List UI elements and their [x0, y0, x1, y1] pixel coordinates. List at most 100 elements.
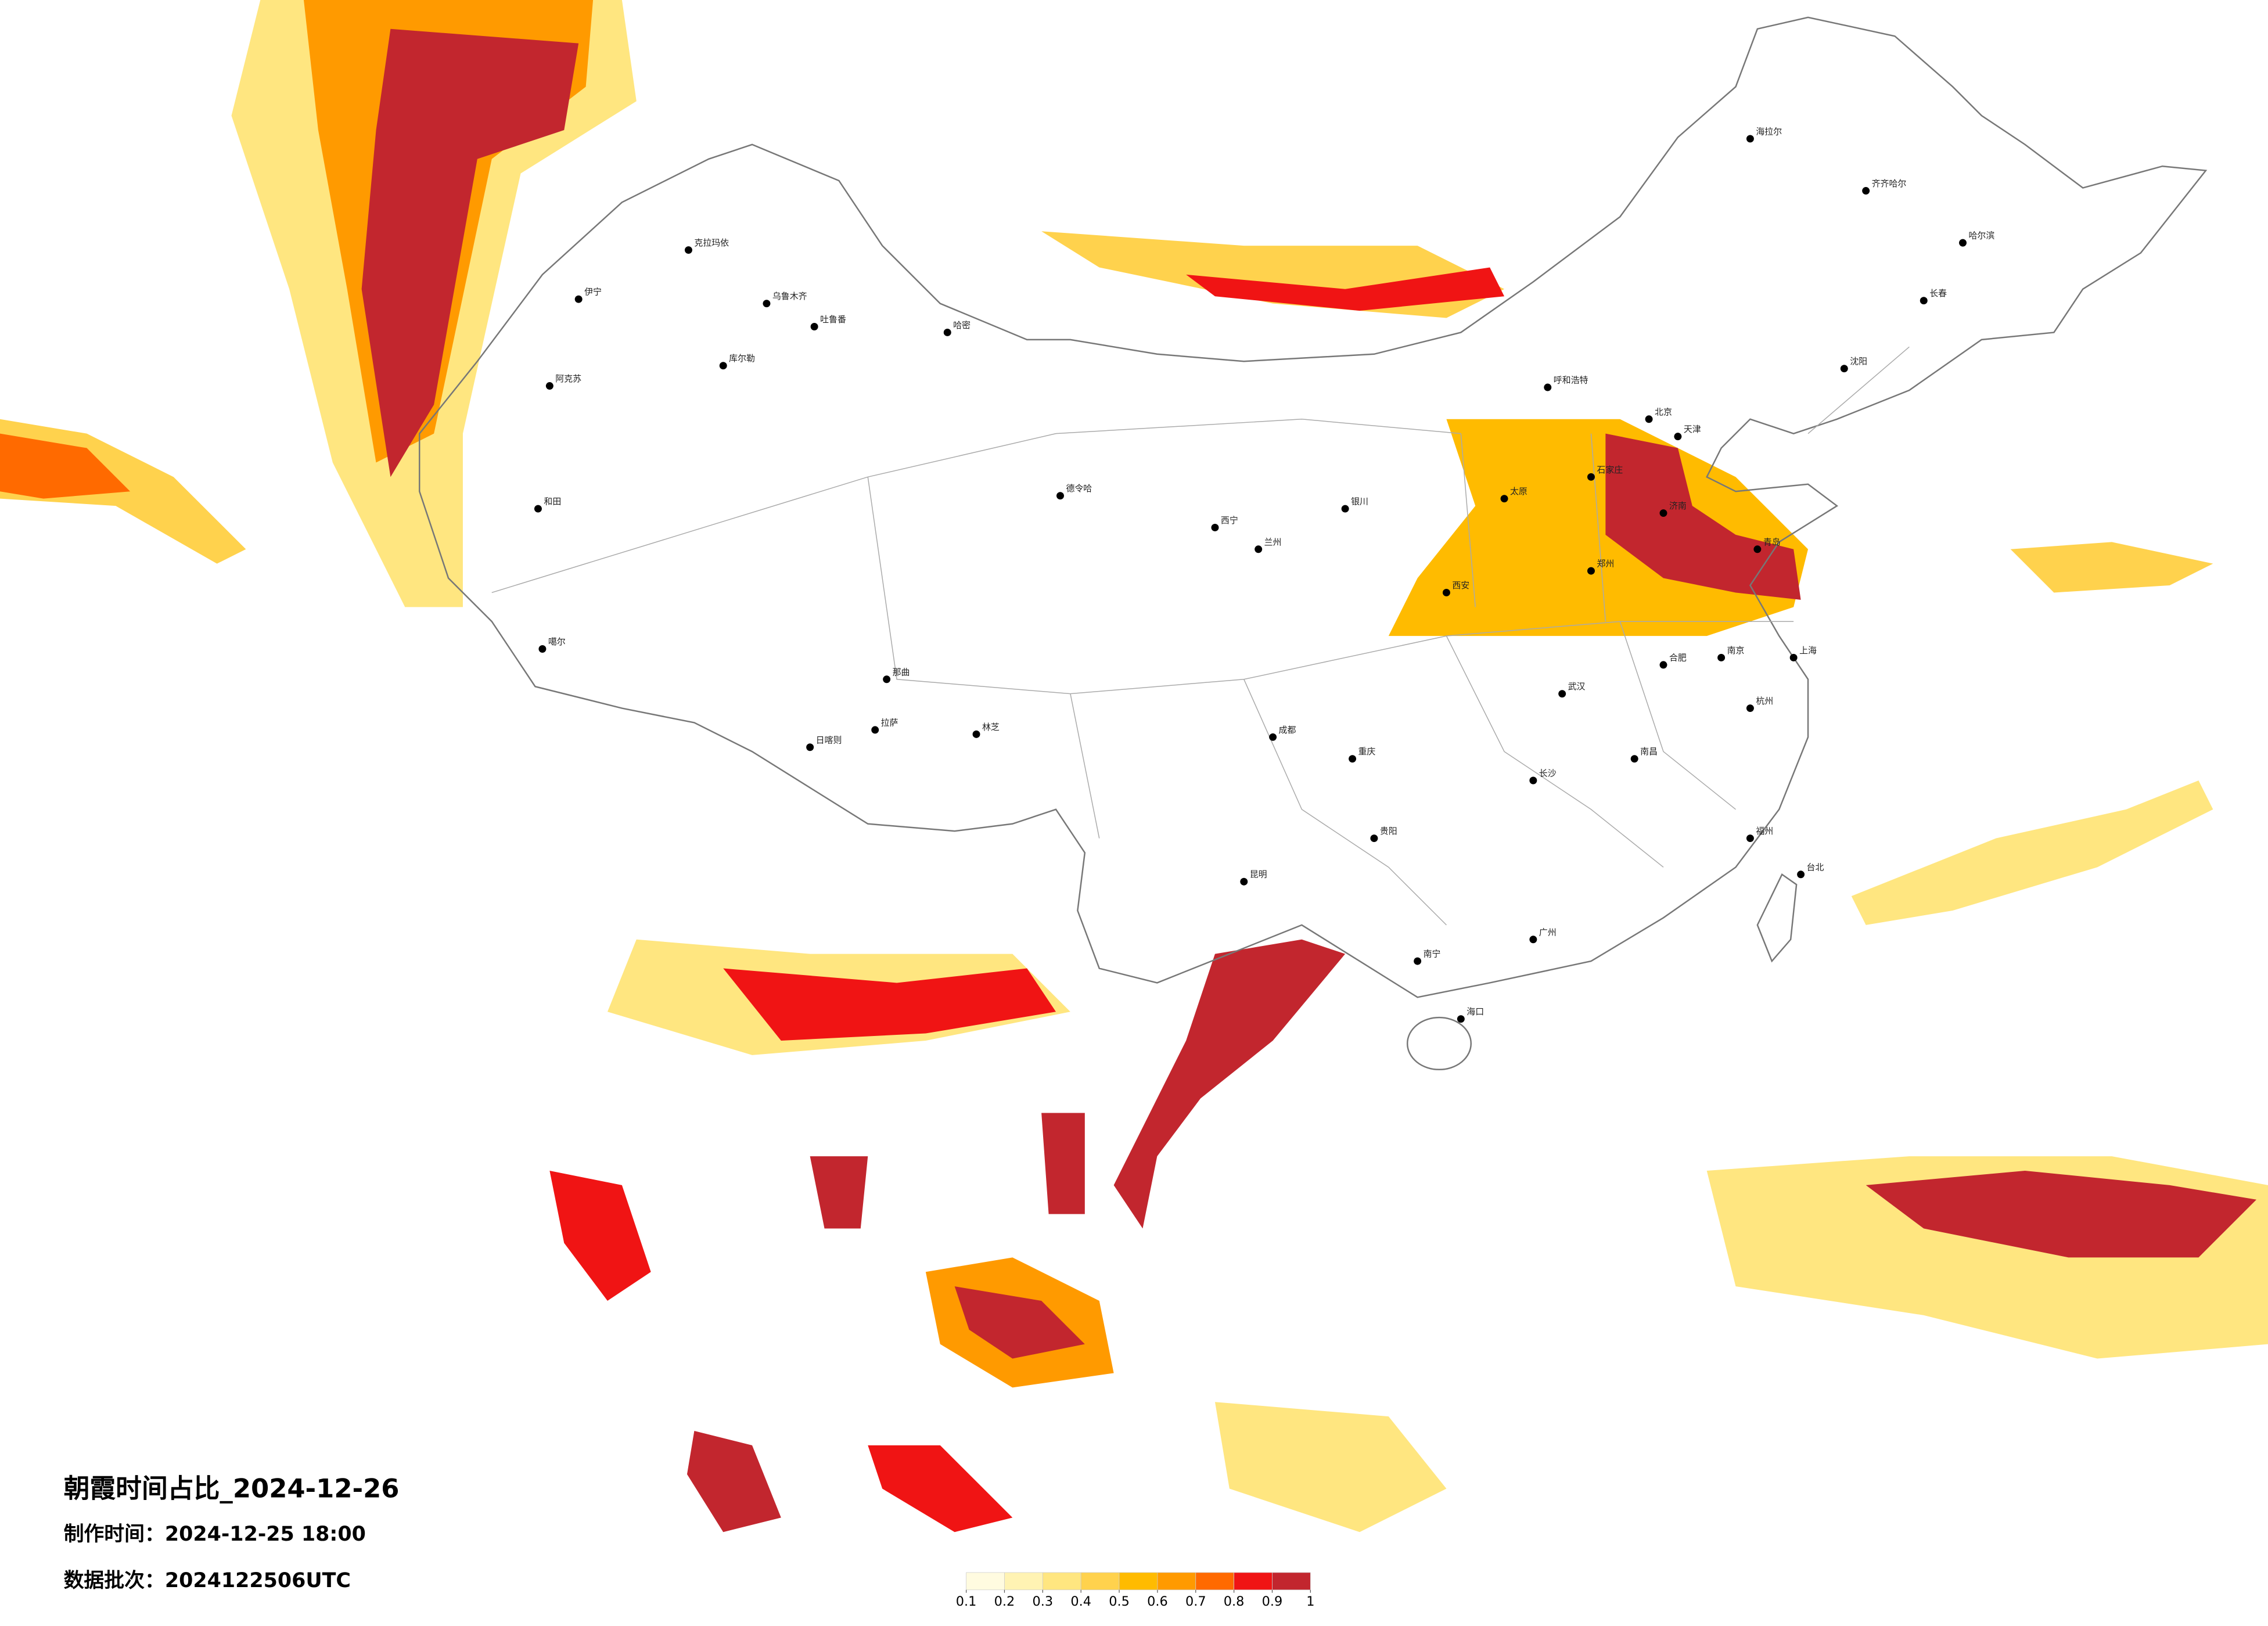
heat-area — [1186, 267, 1505, 311]
colorbar-label: 0.3 — [1033, 1594, 1054, 1609]
colorbar-cell — [1195, 1572, 1234, 1591]
city-label: 贵阳 — [1380, 826, 1397, 836]
colorbar-label: 0.8 — [1224, 1594, 1245, 1609]
heat-area — [1041, 1113, 1085, 1214]
city-dot — [1457, 1015, 1465, 1023]
city-dot — [1544, 383, 1552, 391]
city-dot — [1746, 704, 1754, 713]
city-dot — [1753, 545, 1762, 553]
city-label: 合肥 — [1669, 652, 1687, 663]
city-label: 林芝 — [982, 722, 1000, 732]
colorbar-label: 0.6 — [1147, 1594, 1168, 1609]
heat-area — [1605, 433, 1801, 600]
city-label: 南京 — [1727, 645, 1745, 656]
city-dot — [574, 295, 583, 303]
colorbar-cell — [1157, 1572, 1196, 1591]
city-dot — [1862, 187, 1870, 195]
heat-area — [868, 1445, 1013, 1533]
city-dot — [1659, 509, 1667, 517]
city-label: 噶尔 — [548, 636, 566, 647]
city-label: 沈阳 — [1850, 356, 1867, 366]
hainan — [1406, 1016, 1472, 1071]
city-label: 成都 — [1279, 725, 1296, 735]
city-dot — [1674, 433, 1682, 441]
city-dot — [1959, 239, 1967, 247]
city-dot — [1920, 297, 1928, 305]
city-label: 伊宁 — [584, 287, 602, 297]
city-dot — [810, 323, 818, 330]
city-label: 西安 — [1452, 580, 1469, 591]
city-label: 昆明 — [1250, 869, 1267, 880]
city-dot — [1659, 661, 1667, 669]
heat-area — [361, 28, 579, 477]
city-label: 长春 — [1929, 288, 1947, 298]
city-label: 福州 — [1756, 826, 1773, 836]
city-dot — [1529, 936, 1537, 944]
city-label: 青岛 — [1763, 537, 1781, 547]
colorbar-cell — [1042, 1572, 1081, 1591]
colorbar-label: 1 — [1306, 1594, 1314, 1609]
city-dot — [1558, 690, 1566, 698]
data-batch: 数据批次：2024122506UTC — [64, 1569, 351, 1592]
heat-area — [1851, 780, 2213, 925]
heat-area — [810, 1156, 868, 1229]
colorbar: 0.1 0.2 0.3 0.4 0.5 0.6 0.7 0.8 0.9 1 — [956, 1572, 1314, 1609]
heat-area — [0, 433, 131, 499]
city-dot — [1255, 545, 1263, 553]
city-label: 齐齐哈尔 — [1872, 178, 1907, 189]
city-label: 南昌 — [1640, 746, 1658, 757]
city-label: 库尔勒 — [729, 353, 755, 364]
city-dot — [1056, 492, 1064, 500]
heat-area — [1214, 1402, 1447, 1533]
city-dot — [1746, 135, 1754, 143]
city-dot — [1500, 495, 1508, 503]
city-label: 太原 — [1510, 486, 1527, 497]
heat-layer — [0, 0, 2268, 1533]
city-dot — [684, 246, 692, 254]
city-dot — [1370, 834, 1378, 843]
city-label: 海拉尔 — [1756, 126, 1782, 136]
city-label: 郑州 — [1597, 559, 1614, 569]
city-label: 重庆 — [1358, 746, 1376, 757]
city-label: 哈密 — [953, 320, 971, 330]
city-dot — [871, 726, 879, 734]
city-dot — [1442, 588, 1450, 596]
colorbar-label: 0.7 — [1185, 1594, 1206, 1609]
city-label: 济南 — [1669, 501, 1687, 511]
city-label: 台北 — [1807, 862, 1824, 872]
city-label: 海口 — [1467, 1006, 1484, 1017]
province-lines — [491, 346, 1910, 926]
colorbar-cell — [1272, 1572, 1311, 1591]
city-dot — [1587, 473, 1595, 481]
heat-area — [2010, 542, 2213, 593]
city-label: 呼和浩特 — [1554, 375, 1588, 386]
heat-area — [686, 1431, 781, 1533]
city-dot — [883, 675, 891, 684]
city-label: 和田 — [544, 497, 561, 507]
city-label: 上海 — [1799, 645, 1817, 656]
city-dot — [719, 362, 727, 370]
city-label: 哈尔滨 — [1968, 231, 1994, 241]
city-dot — [538, 645, 547, 653]
city-label: 石家庄 — [1597, 465, 1623, 475]
city-label: 那曲 — [893, 667, 910, 677]
made-time: 制作时间：2024-12-25 18:00 — [64, 1523, 366, 1546]
city-label: 吐鲁番 — [820, 314, 846, 325]
taiwan — [1756, 873, 1798, 963]
colorbar-label: 0.9 — [1262, 1594, 1283, 1609]
city-label: 武汉 — [1568, 681, 1586, 692]
city-dot — [806, 743, 814, 751]
heat-area — [954, 1286, 1085, 1359]
city-dot — [534, 505, 542, 513]
city-dot — [943, 328, 951, 336]
colorbar-cell — [966, 1572, 1005, 1591]
city-dot — [763, 300, 771, 308]
city-label: 杭州 — [1756, 696, 1773, 706]
china-outline — [418, 16, 2208, 998]
heat-area — [723, 968, 1056, 1041]
city-dot — [1797, 870, 1805, 879]
city-dot — [1789, 653, 1798, 661]
heat-area — [1041, 231, 1505, 318]
